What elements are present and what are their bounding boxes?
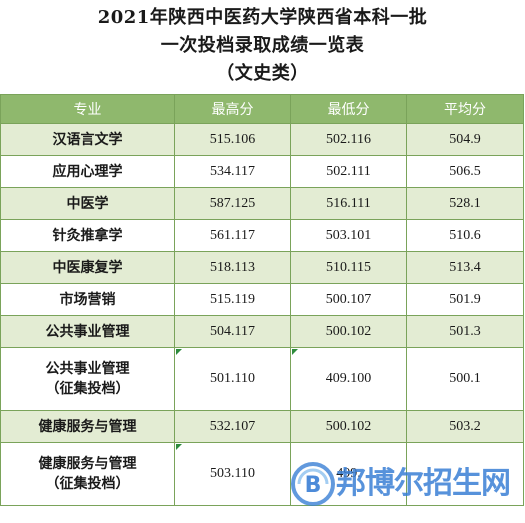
max-score-cell: 515.119 [174, 283, 291, 316]
major-cell: 中医学 [0, 187, 175, 220]
title-line-1: 2021年陕西中医药大学陕西省本科一批 [97, 7, 428, 28]
avg-score-cell: 501.3 [406, 315, 524, 348]
min-score-cell: 499. [290, 442, 407, 506]
min-score-cell: 502.111 [290, 155, 407, 188]
table-row: 公共事业管理 （征集投档） 501.110 409.100 500.1 [0, 347, 524, 411]
table-row: 中医学 587.125 516.111 528.1 [0, 187, 524, 220]
avg-score-cell: 501.9 [406, 283, 524, 316]
max-score-cell: 518.113 [174, 251, 291, 284]
title-line-2: 一次投档录取成绩一览表 [160, 35, 365, 56]
comment-marker-icon [292, 349, 298, 355]
max-score-cell: 515.106 [174, 123, 291, 156]
table-row: 应用心理学 534.117 502.111 506.5 [0, 155, 524, 188]
header-row: 专业 最高分 最低分 平均分 [0, 94, 524, 124]
watermark-text: 邦博尔招生网 [336, 466, 511, 501]
max-score-value: 503.110 [210, 466, 255, 481]
watermark-logo-icon: B [291, 462, 335, 506]
min-score-cell: 503.101 [290, 219, 407, 252]
major-cell: 健康服务与管理 （征集投档） [0, 442, 175, 506]
min-score-cell: 502.116 [290, 123, 407, 156]
scores-table: 专业 最高分 最低分 平均分 汉语言文学 515.106 502.116 504… [0, 94, 524, 506]
watermark-logo-letter: B [305, 473, 322, 498]
major-cell: 应用心理学 [0, 155, 175, 188]
max-score-cell: 501.110 [174, 347, 291, 411]
scores-table-container: 专业 最高分 最低分 平均分 汉语言文学 515.106 502.116 504… [0, 94, 524, 506]
major-name: 健康服务与管理 [38, 456, 137, 472]
major-cell: 汉语言文学 [0, 123, 175, 156]
header-avg: 平均分 [406, 94, 524, 124]
table-row: 健康服务与管理 （征集投档） 503.110 499. [0, 442, 524, 506]
title-block: 2021年陕西中医药大学陕西省本科一批 一次投档录取成绩一览表 （文史类） [0, 4, 525, 88]
avg-score-cell: 513.4 [406, 251, 524, 284]
avg-score-cell [406, 442, 524, 506]
min-score-cell: 516.111 [290, 187, 407, 220]
major-cell: 公共事业管理 [0, 315, 175, 348]
comment-marker-icon [176, 349, 182, 355]
table-row: 汉语言文学 515.106 502.116 504.9 [0, 123, 524, 156]
max-score-cell: 561.117 [174, 219, 291, 252]
header-min: 最低分 [290, 94, 407, 124]
major-cell: 健康服务与管理 [0, 410, 175, 443]
min-score-cell: 510.115 [290, 251, 407, 284]
comment-marker-icon [176, 444, 182, 450]
major-note: （征集投档） [45, 381, 130, 397]
major-cell: 针灸推拿学 [0, 219, 175, 252]
avg-score-cell: 510.6 [406, 219, 524, 252]
site-watermark[interactable]: B 邦博尔招生网 [290, 459, 522, 511]
max-score-cell: 587.125 [174, 187, 291, 220]
table-row: 健康服务与管理 532.107 500.102 503.2 [0, 410, 524, 443]
major-note: （征集投档） [45, 476, 130, 492]
max-score-cell: 504.117 [174, 315, 291, 348]
major-cell: 市场营销 [0, 283, 175, 316]
max-score-cell: 532.107 [174, 410, 291, 443]
header-major: 专业 [0, 94, 175, 124]
max-score-cell: 503.110 [174, 442, 291, 506]
title-line-3: （文史类） [216, 63, 309, 84]
major-cell: 公共事业管理 （征集投档） [0, 347, 175, 411]
table-row: 中医康复学 518.113 510.115 513.4 [0, 251, 524, 284]
min-score-value: 409.100 [325, 371, 372, 386]
major-cell: 中医康复学 [0, 251, 175, 284]
avg-score-cell: 500.1 [406, 347, 524, 411]
max-score-value: 501.110 [210, 371, 255, 386]
header-max: 最高分 [174, 94, 291, 124]
min-score-cell: 500.107 [290, 283, 407, 316]
table-row: 针灸推拿学 561.117 503.101 510.6 [0, 219, 524, 252]
avg-score-cell: 528.1 [406, 187, 524, 220]
avg-score-cell: 506.5 [406, 155, 524, 188]
major-name: 公共事业管理 [45, 361, 130, 377]
min-score-cell: 409.100 [290, 347, 407, 411]
min-score-cell: 500.102 [290, 410, 407, 443]
avg-score-cell: 504.9 [406, 123, 524, 156]
avg-score-cell: 503.2 [406, 410, 524, 443]
max-score-cell: 534.117 [174, 155, 291, 188]
table-row: 公共事业管理 504.117 500.102 501.3 [0, 315, 524, 348]
min-score-cell: 500.102 [290, 315, 407, 348]
table-row: 市场营销 515.119 500.107 501.9 [0, 283, 524, 316]
